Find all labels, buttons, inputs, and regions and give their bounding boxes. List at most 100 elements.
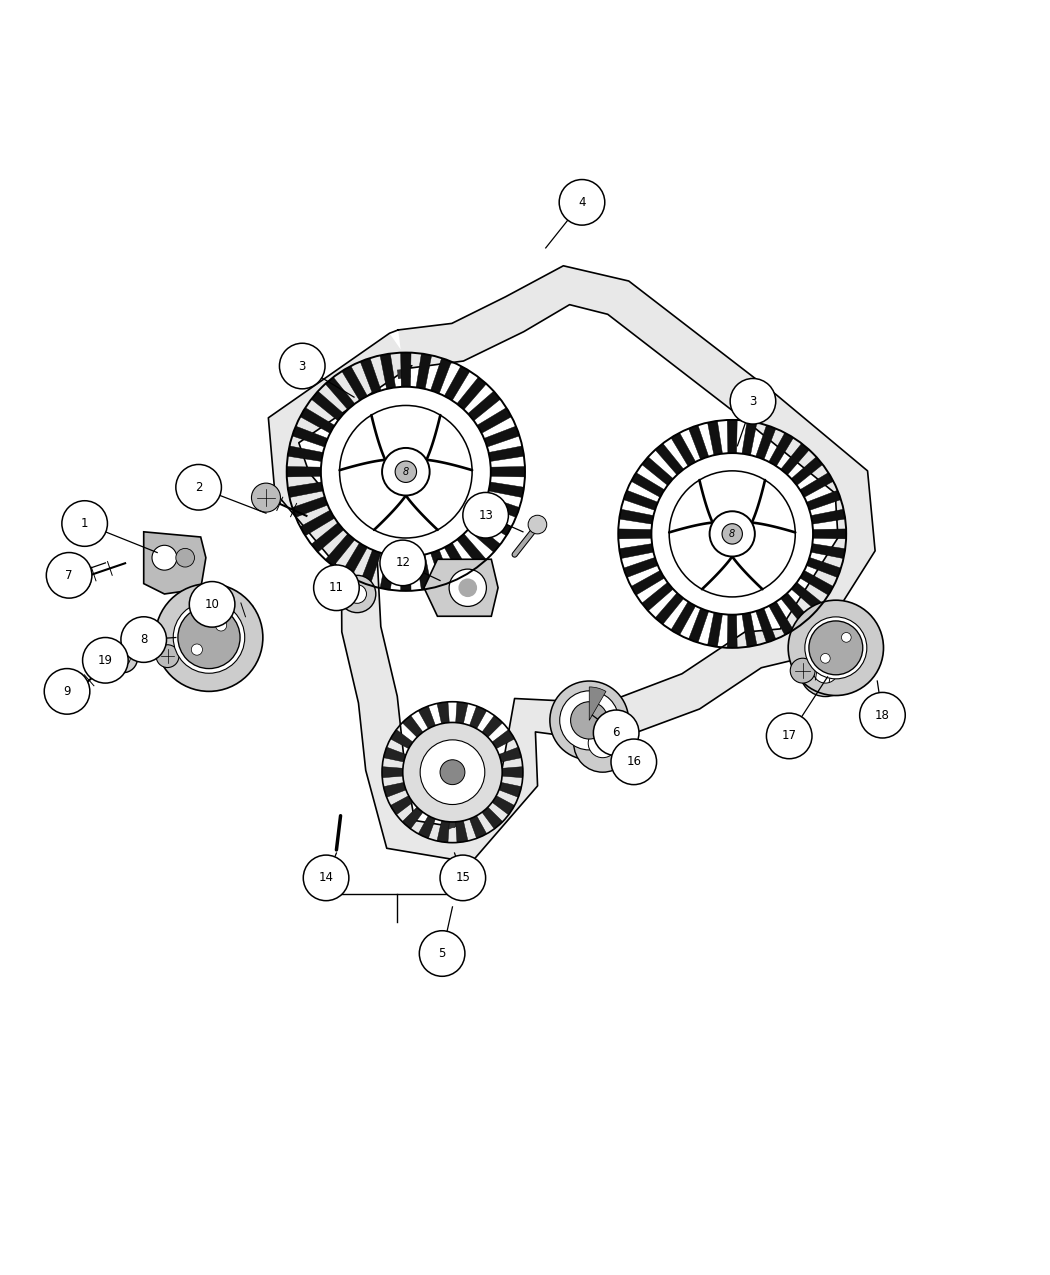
Polygon shape: [728, 419, 737, 453]
Polygon shape: [430, 358, 452, 394]
Circle shape: [766, 713, 812, 759]
Circle shape: [46, 552, 92, 598]
Circle shape: [380, 541, 425, 585]
Polygon shape: [671, 432, 695, 467]
Circle shape: [611, 740, 656, 784]
Circle shape: [820, 654, 831, 663]
Polygon shape: [444, 366, 469, 400]
Polygon shape: [631, 570, 665, 595]
Polygon shape: [484, 426, 520, 448]
Circle shape: [805, 617, 867, 678]
Circle shape: [191, 644, 203, 655]
Circle shape: [550, 681, 629, 760]
Polygon shape: [437, 701, 449, 724]
Circle shape: [813, 658, 838, 683]
Polygon shape: [292, 426, 328, 448]
Circle shape: [155, 584, 262, 691]
Polygon shape: [311, 391, 343, 421]
Polygon shape: [360, 358, 381, 394]
Polygon shape: [292, 496, 328, 518]
Polygon shape: [418, 706, 436, 729]
Polygon shape: [444, 543, 469, 578]
Polygon shape: [502, 766, 523, 778]
Polygon shape: [457, 534, 486, 566]
Polygon shape: [624, 557, 658, 578]
Polygon shape: [728, 615, 737, 648]
Polygon shape: [311, 523, 343, 552]
Polygon shape: [655, 593, 684, 625]
Polygon shape: [781, 444, 810, 474]
Circle shape: [573, 714, 632, 773]
Text: 5: 5: [439, 947, 446, 960]
Polygon shape: [499, 783, 522, 797]
Text: 17: 17: [781, 729, 797, 742]
Polygon shape: [477, 510, 511, 536]
Text: 13: 13: [478, 509, 493, 521]
Polygon shape: [800, 473, 834, 497]
Text: 9: 9: [63, 685, 70, 697]
Polygon shape: [402, 807, 423, 829]
Polygon shape: [416, 353, 432, 389]
Polygon shape: [430, 550, 452, 585]
Circle shape: [440, 760, 465, 784]
Polygon shape: [456, 701, 468, 724]
Polygon shape: [484, 496, 520, 518]
Polygon shape: [492, 729, 514, 748]
Polygon shape: [456, 821, 468, 843]
Polygon shape: [391, 796, 413, 815]
Polygon shape: [482, 807, 503, 829]
Text: 8: 8: [140, 634, 147, 646]
Polygon shape: [620, 543, 653, 558]
Text: 16: 16: [626, 755, 642, 769]
Circle shape: [440, 856, 486, 900]
Polygon shape: [477, 408, 511, 434]
Polygon shape: [642, 456, 673, 486]
Circle shape: [44, 668, 90, 714]
Polygon shape: [792, 583, 822, 611]
Polygon shape: [382, 766, 403, 778]
Polygon shape: [490, 467, 525, 477]
Text: 19: 19: [98, 654, 113, 667]
Polygon shape: [756, 425, 776, 459]
Circle shape: [175, 464, 222, 510]
Polygon shape: [800, 570, 834, 595]
Circle shape: [189, 581, 235, 627]
Polygon shape: [418, 816, 436, 839]
Polygon shape: [769, 602, 794, 635]
Text: 12: 12: [395, 556, 411, 570]
Text: 15: 15: [456, 871, 470, 885]
Wedge shape: [589, 687, 606, 720]
Polygon shape: [742, 612, 757, 646]
Text: 8: 8: [729, 529, 735, 539]
Polygon shape: [380, 555, 396, 590]
Polygon shape: [402, 715, 423, 737]
Polygon shape: [618, 529, 651, 539]
Circle shape: [710, 511, 755, 556]
Polygon shape: [437, 821, 449, 843]
Polygon shape: [488, 482, 524, 497]
Circle shape: [730, 379, 776, 425]
Circle shape: [860, 692, 905, 738]
Polygon shape: [397, 368, 411, 379]
Polygon shape: [383, 747, 406, 762]
Polygon shape: [482, 715, 503, 737]
Circle shape: [560, 180, 605, 226]
Text: 3: 3: [298, 360, 306, 372]
Text: 18: 18: [875, 709, 890, 722]
Circle shape: [419, 931, 465, 977]
Circle shape: [173, 602, 245, 673]
Polygon shape: [288, 482, 323, 497]
Polygon shape: [401, 353, 411, 386]
Circle shape: [841, 632, 852, 643]
Circle shape: [420, 740, 485, 805]
Circle shape: [395, 462, 417, 482]
Polygon shape: [792, 456, 822, 486]
Polygon shape: [468, 523, 501, 552]
Polygon shape: [269, 265, 875, 862]
Polygon shape: [756, 608, 776, 643]
Polygon shape: [806, 557, 841, 578]
Polygon shape: [326, 377, 355, 409]
Circle shape: [528, 515, 547, 534]
Circle shape: [152, 546, 176, 570]
Text: 1: 1: [81, 518, 88, 530]
